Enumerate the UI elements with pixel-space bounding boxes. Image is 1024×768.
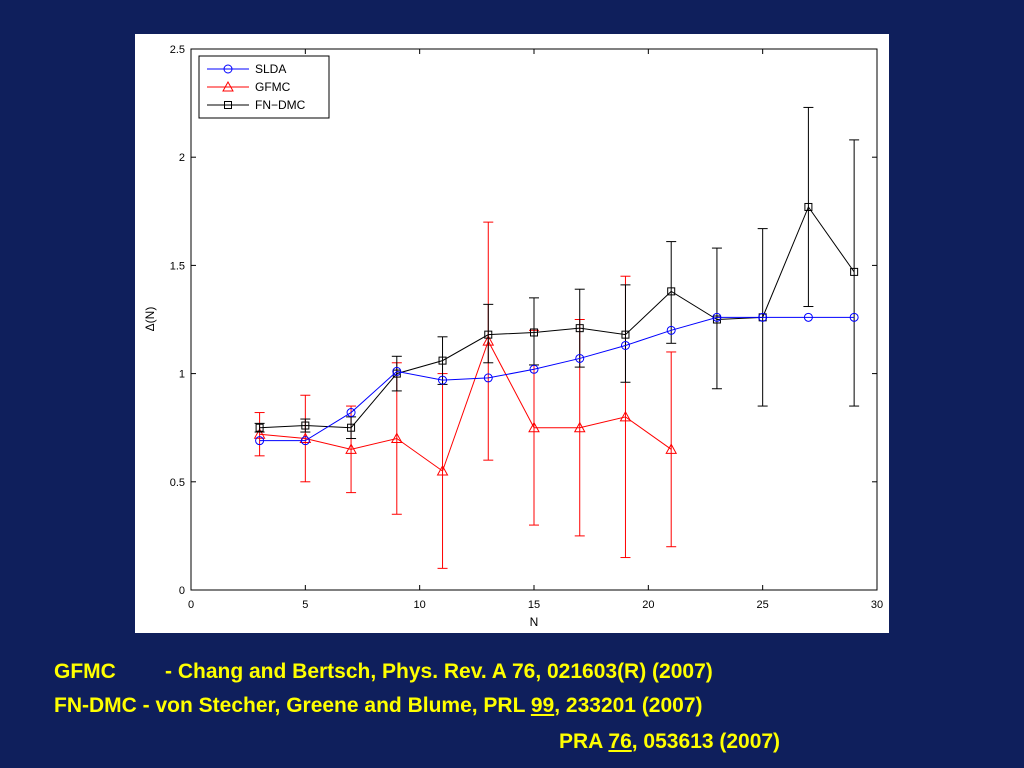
series-line-circle [259, 316, 855, 442]
point-circle-9 [666, 325, 676, 335]
legend-marker-circle [223, 64, 233, 74]
reference-fndmc-text-b: , 233201 (2007) [554, 694, 703, 717]
point-triangle-4 [436, 464, 449, 476]
legend-label-square: FN−DMC [255, 98, 306, 112]
legend-label-triangle: GFMC [255, 80, 291, 94]
point-triangle-7 [573, 421, 586, 433]
x-axis-label: N [530, 615, 539, 629]
point-circle-11 [758, 312, 768, 322]
y-tick-label-4: 2 [179, 152, 185, 164]
point-triangle-9 [665, 443, 678, 454]
point-square-1 [301, 421, 310, 430]
point-circle-8 [620, 340, 630, 350]
chart-legend: SLDA GFMC FN−DMC [198, 55, 330, 119]
reference-fndmc: FN-DMC - von Stecher, Greene and Blume, … [54, 689, 703, 723]
point-circle-7 [575, 353, 585, 363]
series-line-triangle [259, 339, 672, 472]
point-circle-0 [255, 436, 265, 446]
point-square-7 [575, 324, 584, 333]
point-square-2 [347, 423, 356, 432]
point-circle-5 [483, 373, 493, 383]
point-square-13 [850, 267, 859, 276]
y-tick-label-5: 2.5 [170, 44, 185, 56]
point-square-12 [804, 202, 813, 211]
chart-marks [253, 106, 860, 569]
point-circle-2 [346, 408, 356, 418]
point-circle-6 [529, 364, 539, 374]
reference-fndmc-volume: 99 [530, 694, 555, 717]
point-square-8 [621, 330, 630, 339]
reference-pra-text-b: , 053613 (2007) [631, 730, 781, 753]
point-triangle-6 [528, 421, 540, 433]
y-axis-label: Δ(N) [143, 307, 157, 332]
reference-pra-text-a: PRA [559, 730, 609, 753]
point-square-9 [667, 287, 676, 296]
reference-fndmc-text-a: FN-DMC - von Stecher, Greene and Blume, … [54, 694, 531, 717]
series-square [254, 106, 860, 440]
x-tick-label-0: 0 [188, 599, 194, 611]
point-circle-13 [849, 312, 859, 322]
legend-label-circle: SLDA [255, 62, 286, 76]
reference-pra: PRA 76, 053613 (2007) [559, 725, 780, 759]
point-triangle-1 [299, 432, 312, 444]
reference-gfmc: GFMC - Chang and Bertsch, Phys. Rev. A 76… [54, 655, 713, 689]
legend-marker-triangle [222, 80, 234, 92]
point-circle-4 [438, 375, 448, 385]
point-circle-10 [712, 312, 722, 322]
legend-marker-square [224, 101, 232, 109]
point-square-6 [530, 328, 538, 337]
y-tick-label-2: 1 [179, 369, 185, 381]
point-circle-12 [803, 312, 813, 322]
point-square-0 [255, 423, 264, 432]
chart-figure: 0 5 10 15 20 25 30 0 0.5 1 1.5 2 2.5 N Δ(N) SLDA GFMC… [135, 34, 889, 633]
y-tick-label-0: 0 [179, 585, 185, 597]
point-triangle-8 [619, 410, 632, 422]
x-tick-label-2: 10 [414, 599, 426, 611]
reference-pra-volume: 76 [608, 730, 632, 753]
y-tick-label-1: 0.5 [170, 477, 185, 489]
x-tick-label-6: 30 [871, 599, 883, 611]
x-tick-label-5: 25 [757, 599, 769, 611]
x-tick-label-1: 5 [302, 599, 308, 611]
reference-gfmc-tag: GFMC [54, 660, 116, 683]
point-triangle-2 [345, 443, 357, 454]
y-tick-label-3: 1.5 [170, 260, 185, 272]
point-triangle-0 [253, 428, 266, 439]
chart-svg: 0 5 10 15 20 25 30 0 0.5 1 1.5 2 2.5 N Δ(N) SLDA GFMC… [143, 44, 883, 629]
series-triangle [253, 221, 678, 569]
point-square-4 [438, 356, 447, 365]
point-square-5 [484, 330, 493, 339]
chart-axes: 0 5 10 15 20 25 30 0 0.5 1 1.5 2 2.5 [170, 44, 883, 611]
point-triangle-3 [390, 432, 403, 444]
reference-gfmc-text: - Chang and Bertsch, Phys. Rev. A 76, 02… [165, 660, 713, 683]
series-circle [255, 312, 859, 446]
point-circle-1 [300, 436, 310, 446]
point-circle-3 [392, 366, 402, 376]
x-tick-label-3: 15 [528, 599, 540, 611]
x-tick-label-4: 20 [642, 599, 654, 611]
